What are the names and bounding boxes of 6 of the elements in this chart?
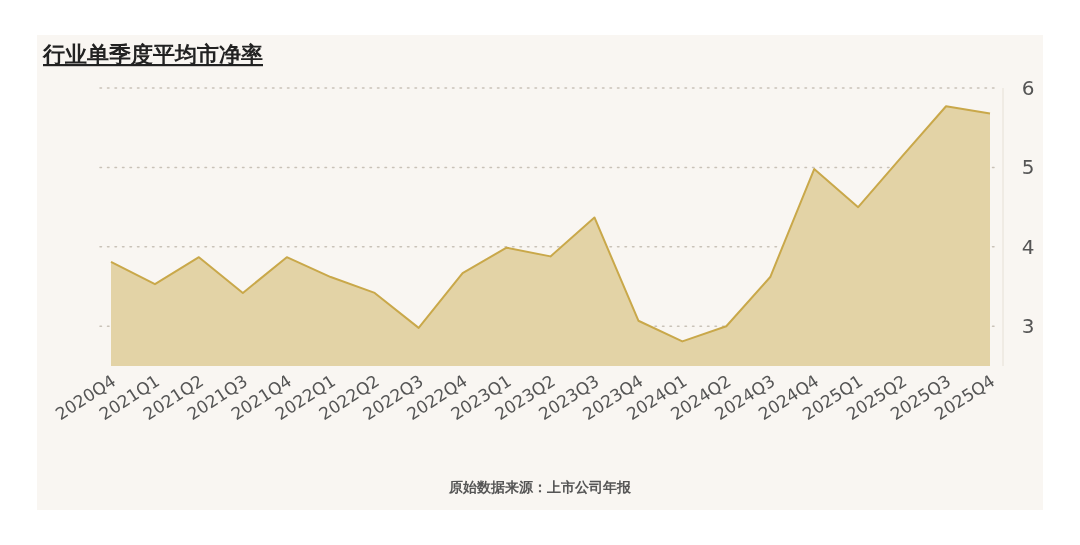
- y-tick-label: 3: [1021, 314, 1035, 339]
- y-tick-label: 4: [1021, 234, 1035, 259]
- text: 原始数据来源：上市公司年报: [448, 479, 632, 495]
- chart-title: 行业单季度平均市净率: [42, 42, 263, 67]
- y-tick-label: 5: [1021, 155, 1035, 180]
- y-tick-label: 6: [1021, 76, 1035, 100]
